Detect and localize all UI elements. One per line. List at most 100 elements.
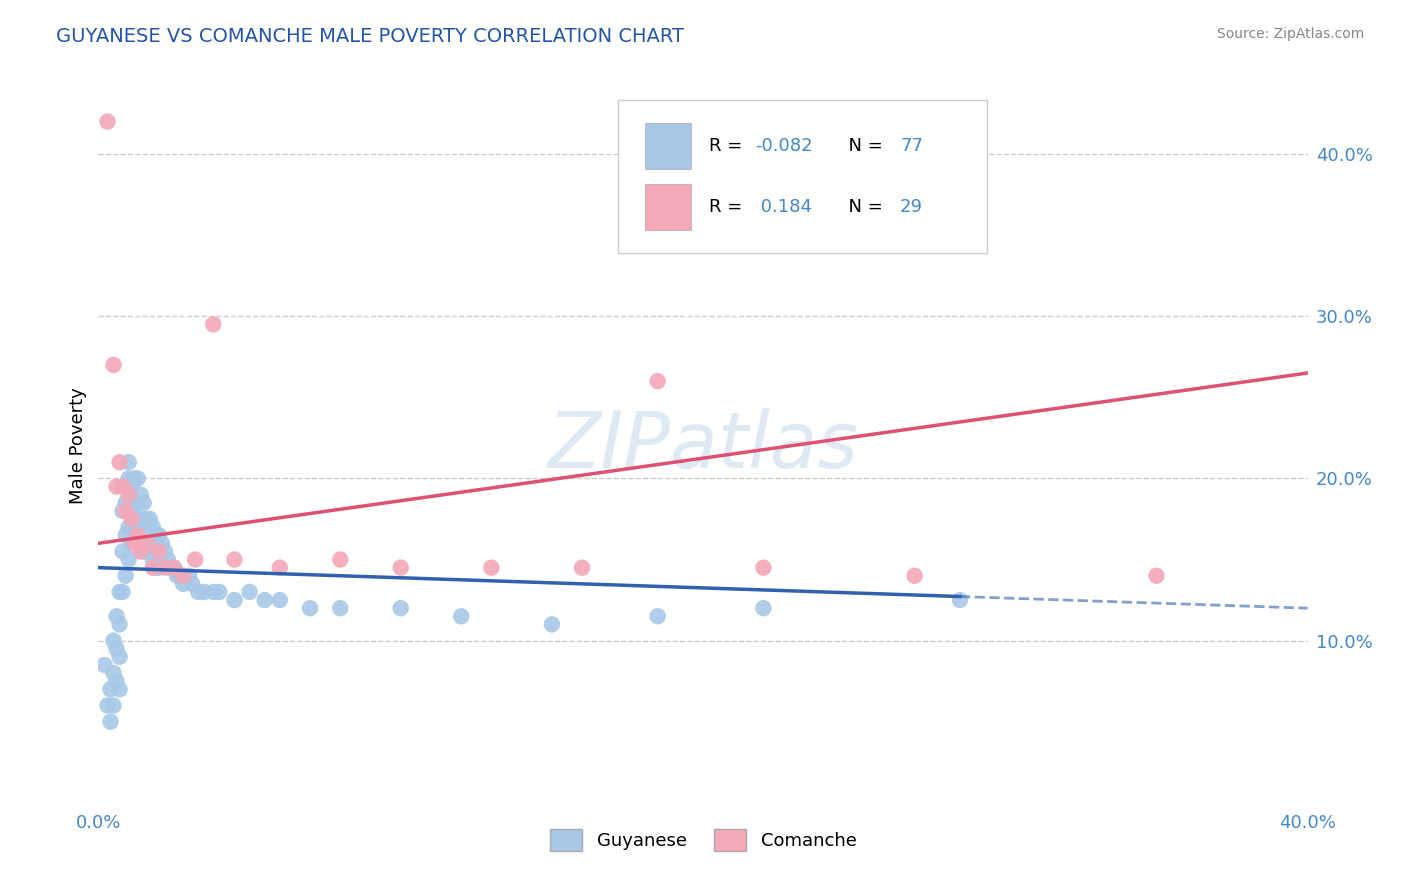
Point [135,536,157,550]
Point [139,512,162,526]
Point [103,698,125,713]
Point [118,552,141,566]
Point [124,528,146,542]
Point [118,455,141,469]
Point [172,577,194,591]
Point [108,585,131,599]
Point [127,528,149,542]
Text: ZIPatlas: ZIPatlas [547,408,859,484]
Text: 0.184: 0.184 [755,198,813,216]
Point [752,601,775,615]
Point [571,560,593,574]
Point [239,585,262,599]
Point [96,698,118,713]
Point [100,714,122,729]
Point [904,568,927,582]
Bar [645,184,690,230]
Point [193,585,215,599]
Point [124,536,146,550]
Point [108,455,131,469]
Point [121,512,143,526]
Point [121,479,143,493]
Point [111,479,134,493]
Point [949,593,972,607]
Point [153,544,176,558]
Point [111,479,134,493]
Point [148,528,170,542]
Text: N =: N = [837,137,889,155]
Point [129,512,152,526]
Point [121,536,143,550]
Point [103,358,125,372]
Text: R =: R = [709,198,748,216]
Point [118,520,141,534]
Point [111,504,134,518]
Point [647,609,669,624]
Point [108,682,131,697]
Point [389,601,412,615]
Point [105,674,128,689]
Point [129,488,152,502]
Point [481,560,503,574]
Point [150,536,173,550]
Point [105,641,128,656]
Point [96,114,118,128]
Text: -0.082: -0.082 [755,137,813,155]
Point [103,666,125,681]
Point [105,609,128,624]
Point [100,682,122,697]
Point [148,560,170,574]
FancyBboxPatch shape [619,100,987,253]
Point [163,560,186,574]
Point [752,560,775,574]
Point [450,609,472,624]
Point [93,657,115,672]
Point [124,496,146,510]
Point [647,374,669,388]
Point [127,520,149,534]
Point [124,471,146,485]
Point [329,552,352,566]
Point [108,649,131,664]
Y-axis label: Male Poverty: Male Poverty [69,388,87,504]
Text: 77: 77 [900,137,924,155]
Text: N =: N = [837,198,889,216]
Point [540,617,562,632]
Bar [645,123,690,169]
Point [118,471,141,485]
Point [1144,568,1167,582]
Point [224,593,246,607]
Text: GUYANESE VS COMANCHE MALE POVERTY CORRELATION CHART: GUYANESE VS COMANCHE MALE POVERTY CORREL… [56,27,685,45]
Point [156,552,179,566]
Point [269,593,291,607]
Point [127,471,149,485]
Point [166,568,188,582]
Point [389,560,412,574]
Point [329,601,352,615]
Point [145,560,167,574]
Point [118,496,141,510]
Point [179,568,201,582]
Legend: Guyanese, Comanche: Guyanese, Comanche [543,822,863,858]
Point [111,585,134,599]
Point [153,560,176,574]
Point [103,633,125,648]
Point [202,585,225,599]
Point [132,544,155,558]
Point [132,496,155,510]
Point [111,544,134,558]
Point [132,520,155,534]
Point [208,585,231,599]
Point [145,528,167,542]
Point [299,601,322,615]
Point [253,593,276,607]
Point [142,520,165,534]
Text: R =: R = [709,137,748,155]
Point [135,536,157,550]
Point [114,568,136,582]
Point [129,544,152,558]
Point [169,568,191,582]
Point [121,504,143,518]
Point [114,496,136,510]
Point [114,528,136,542]
